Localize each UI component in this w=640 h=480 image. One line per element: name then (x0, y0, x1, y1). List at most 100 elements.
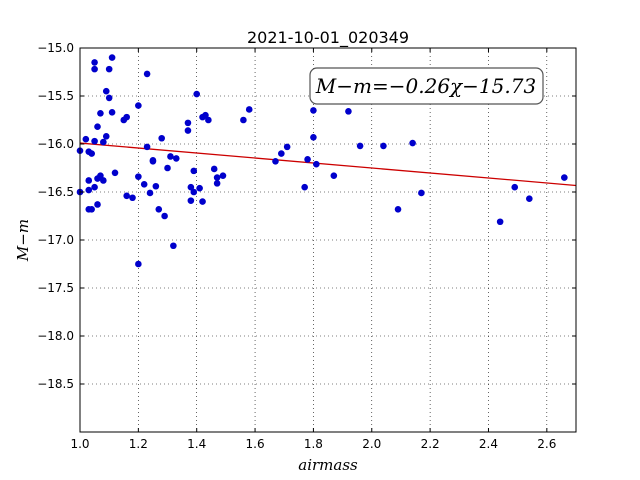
data-point (102, 87, 110, 95)
chart-title: 2021-10-01_020349 (247, 28, 409, 48)
data-point (140, 181, 148, 188)
data-point (511, 183, 519, 191)
x-tick-label: 2.0 (362, 437, 381, 451)
data-point (187, 183, 195, 191)
y-tick-label: −15.5 (37, 89, 74, 103)
data-point (146, 189, 154, 197)
data-points (76, 54, 568, 268)
x-tick-label: 1.6 (246, 437, 265, 451)
data-point (143, 70, 151, 78)
data-point (199, 198, 206, 205)
data-point (155, 205, 163, 213)
data-point (100, 177, 107, 184)
y-tick-label: −15.0 (37, 41, 74, 55)
data-point (205, 116, 212, 124)
data-point (213, 174, 221, 181)
data-point (380, 142, 387, 150)
data-point (301, 183, 308, 191)
data-point (330, 172, 338, 179)
data-point (164, 164, 171, 172)
data-point (105, 94, 113, 102)
data-point (91, 65, 98, 73)
data-point (219, 172, 227, 179)
data-point (88, 150, 95, 157)
data-point (97, 172, 104, 179)
data-point (94, 123, 101, 131)
y-tick-label: −18.0 (37, 329, 74, 343)
x-tick-label: 1.0 (70, 437, 89, 451)
x-axis-label: airmass (298, 456, 358, 474)
data-point (108, 54, 116, 61)
x-tick-label: 1.4 (187, 437, 206, 451)
data-point (278, 150, 285, 157)
y-tick-label: −17.0 (37, 233, 74, 247)
data-point (94, 201, 101, 208)
data-point (394, 205, 402, 213)
data-point (108, 109, 116, 116)
data-point (245, 106, 253, 113)
data-point (91, 183, 98, 191)
data-point (97, 109, 104, 117)
data-point (167, 153, 174, 160)
data-point (184, 127, 192, 134)
data-point (85, 186, 93, 194)
data-point (193, 90, 201, 98)
data-point (184, 119, 192, 127)
data-point (190, 167, 198, 175)
x-tick-label: 2.2 (421, 437, 440, 451)
data-point (111, 169, 119, 177)
data-point (91, 137, 98, 145)
axis-ticks: 1.0 1.2 1.4 1.6 1.8 2.0 2.2 2.4 2.6 −15.0 −15.5 −16… (37, 41, 576, 451)
data-point (85, 177, 93, 184)
data-point (161, 212, 168, 220)
data-point (152, 182, 160, 190)
data-point (496, 218, 504, 226)
data-point (123, 113, 130, 121)
data-point (129, 194, 136, 202)
annotation-box: M−m=−0.26χ−15.73 (309, 67, 544, 105)
data-point (143, 143, 151, 151)
data-point (310, 107, 317, 114)
data-point (91, 59, 98, 66)
data-point (158, 134, 165, 142)
data-point (105, 65, 113, 73)
data-point (561, 174, 568, 181)
data-point (123, 192, 130, 200)
x-tick-label: 1.2 (129, 437, 148, 451)
y-tick-label: −17.5 (37, 281, 74, 295)
data-point (88, 205, 95, 213)
data-point (526, 195, 533, 203)
data-point (409, 139, 416, 147)
x-tick-label: 2.6 (537, 437, 556, 451)
data-point (190, 188, 198, 196)
data-point (356, 142, 364, 150)
y-tick-label: −18.5 (37, 377, 74, 391)
x-tick-label: 1.8 (304, 437, 323, 451)
data-point (345, 108, 352, 115)
x-tick-label: 2.4 (479, 437, 498, 451)
data-point (283, 143, 291, 151)
fit-line (79, 142, 577, 187)
data-point (135, 102, 142, 109)
data-point (100, 138, 107, 146)
data-point (202, 111, 209, 119)
data-point (102, 133, 110, 140)
fit-equation: M−m=−0.26χ−15.73 (315, 74, 536, 98)
data-point (135, 260, 142, 268)
data-point (213, 180, 221, 187)
fit-line-layer (79, 142, 577, 187)
data-point (82, 135, 90, 143)
data-point (172, 155, 180, 162)
y-axis-label: M−m (14, 219, 32, 262)
y-tick-label: −16.5 (37, 185, 74, 199)
data-point (272, 157, 279, 165)
data-point (187, 197, 195, 204)
data-point (304, 156, 311, 163)
data-point (170, 242, 177, 250)
data-point (310, 133, 317, 141)
data-point (210, 165, 218, 173)
y-tick-label: −16.0 (37, 137, 74, 151)
data-point (240, 116, 247, 124)
data-point (313, 160, 320, 168)
